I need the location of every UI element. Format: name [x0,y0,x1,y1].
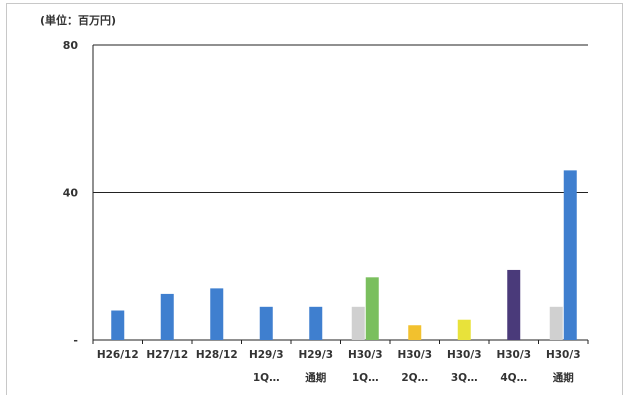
bar [563,170,577,340]
y-tick-label: 40 [63,187,79,200]
y-tick-label: - [73,334,78,347]
x-tick-label: H30/3 [496,349,531,361]
x-tick-label: H30/3 [447,349,482,361]
bar [365,277,379,340]
bar [111,310,125,340]
bar [210,288,224,340]
x-tick-label-line2: 3Q… [451,372,478,384]
x-tick-label: H29/3 [249,349,284,361]
bar [507,269,521,340]
unit-label: (単位：百万円) [40,14,117,27]
x-tick-label-line2: 4Q… [500,372,527,384]
bar [160,293,174,340]
bar [457,319,471,340]
x-tick-label-line2: 通期 [305,371,326,384]
x-tick-label: H26/12 [97,349,139,361]
bar [259,306,273,340]
x-tick-label: H30/3 [348,349,383,361]
bar [408,325,422,340]
y-tick-label: 80 [63,39,79,52]
x-tick-label-line2: 1Q… [352,372,379,384]
x-tick-label: H28/12 [196,349,238,361]
bar [309,306,323,340]
x-tick-label: H30/3 [546,349,581,361]
y-tick-labels: 80 40 - [63,39,79,347]
bars [111,170,577,340]
x-tick-label-line2: 2Q… [401,372,428,384]
chart-frame [6,3,623,395]
gridlines [93,44,588,193]
x-tick-label-line2: 通期 [553,371,574,384]
bar [549,306,563,340]
x-tick-label: H30/3 [397,349,432,361]
x-tick-label: H29/3 [298,349,333,361]
axes [92,45,589,344]
x-tick-label: H27/12 [146,349,188,361]
x-tick-label-line2: 1Q… [253,372,280,384]
bar [351,306,365,340]
x-tick-labels: H26/12 H27/12 H28/12 H29/3 1Q… H29/3 通期 H30/3 1Q… [97,349,581,384]
